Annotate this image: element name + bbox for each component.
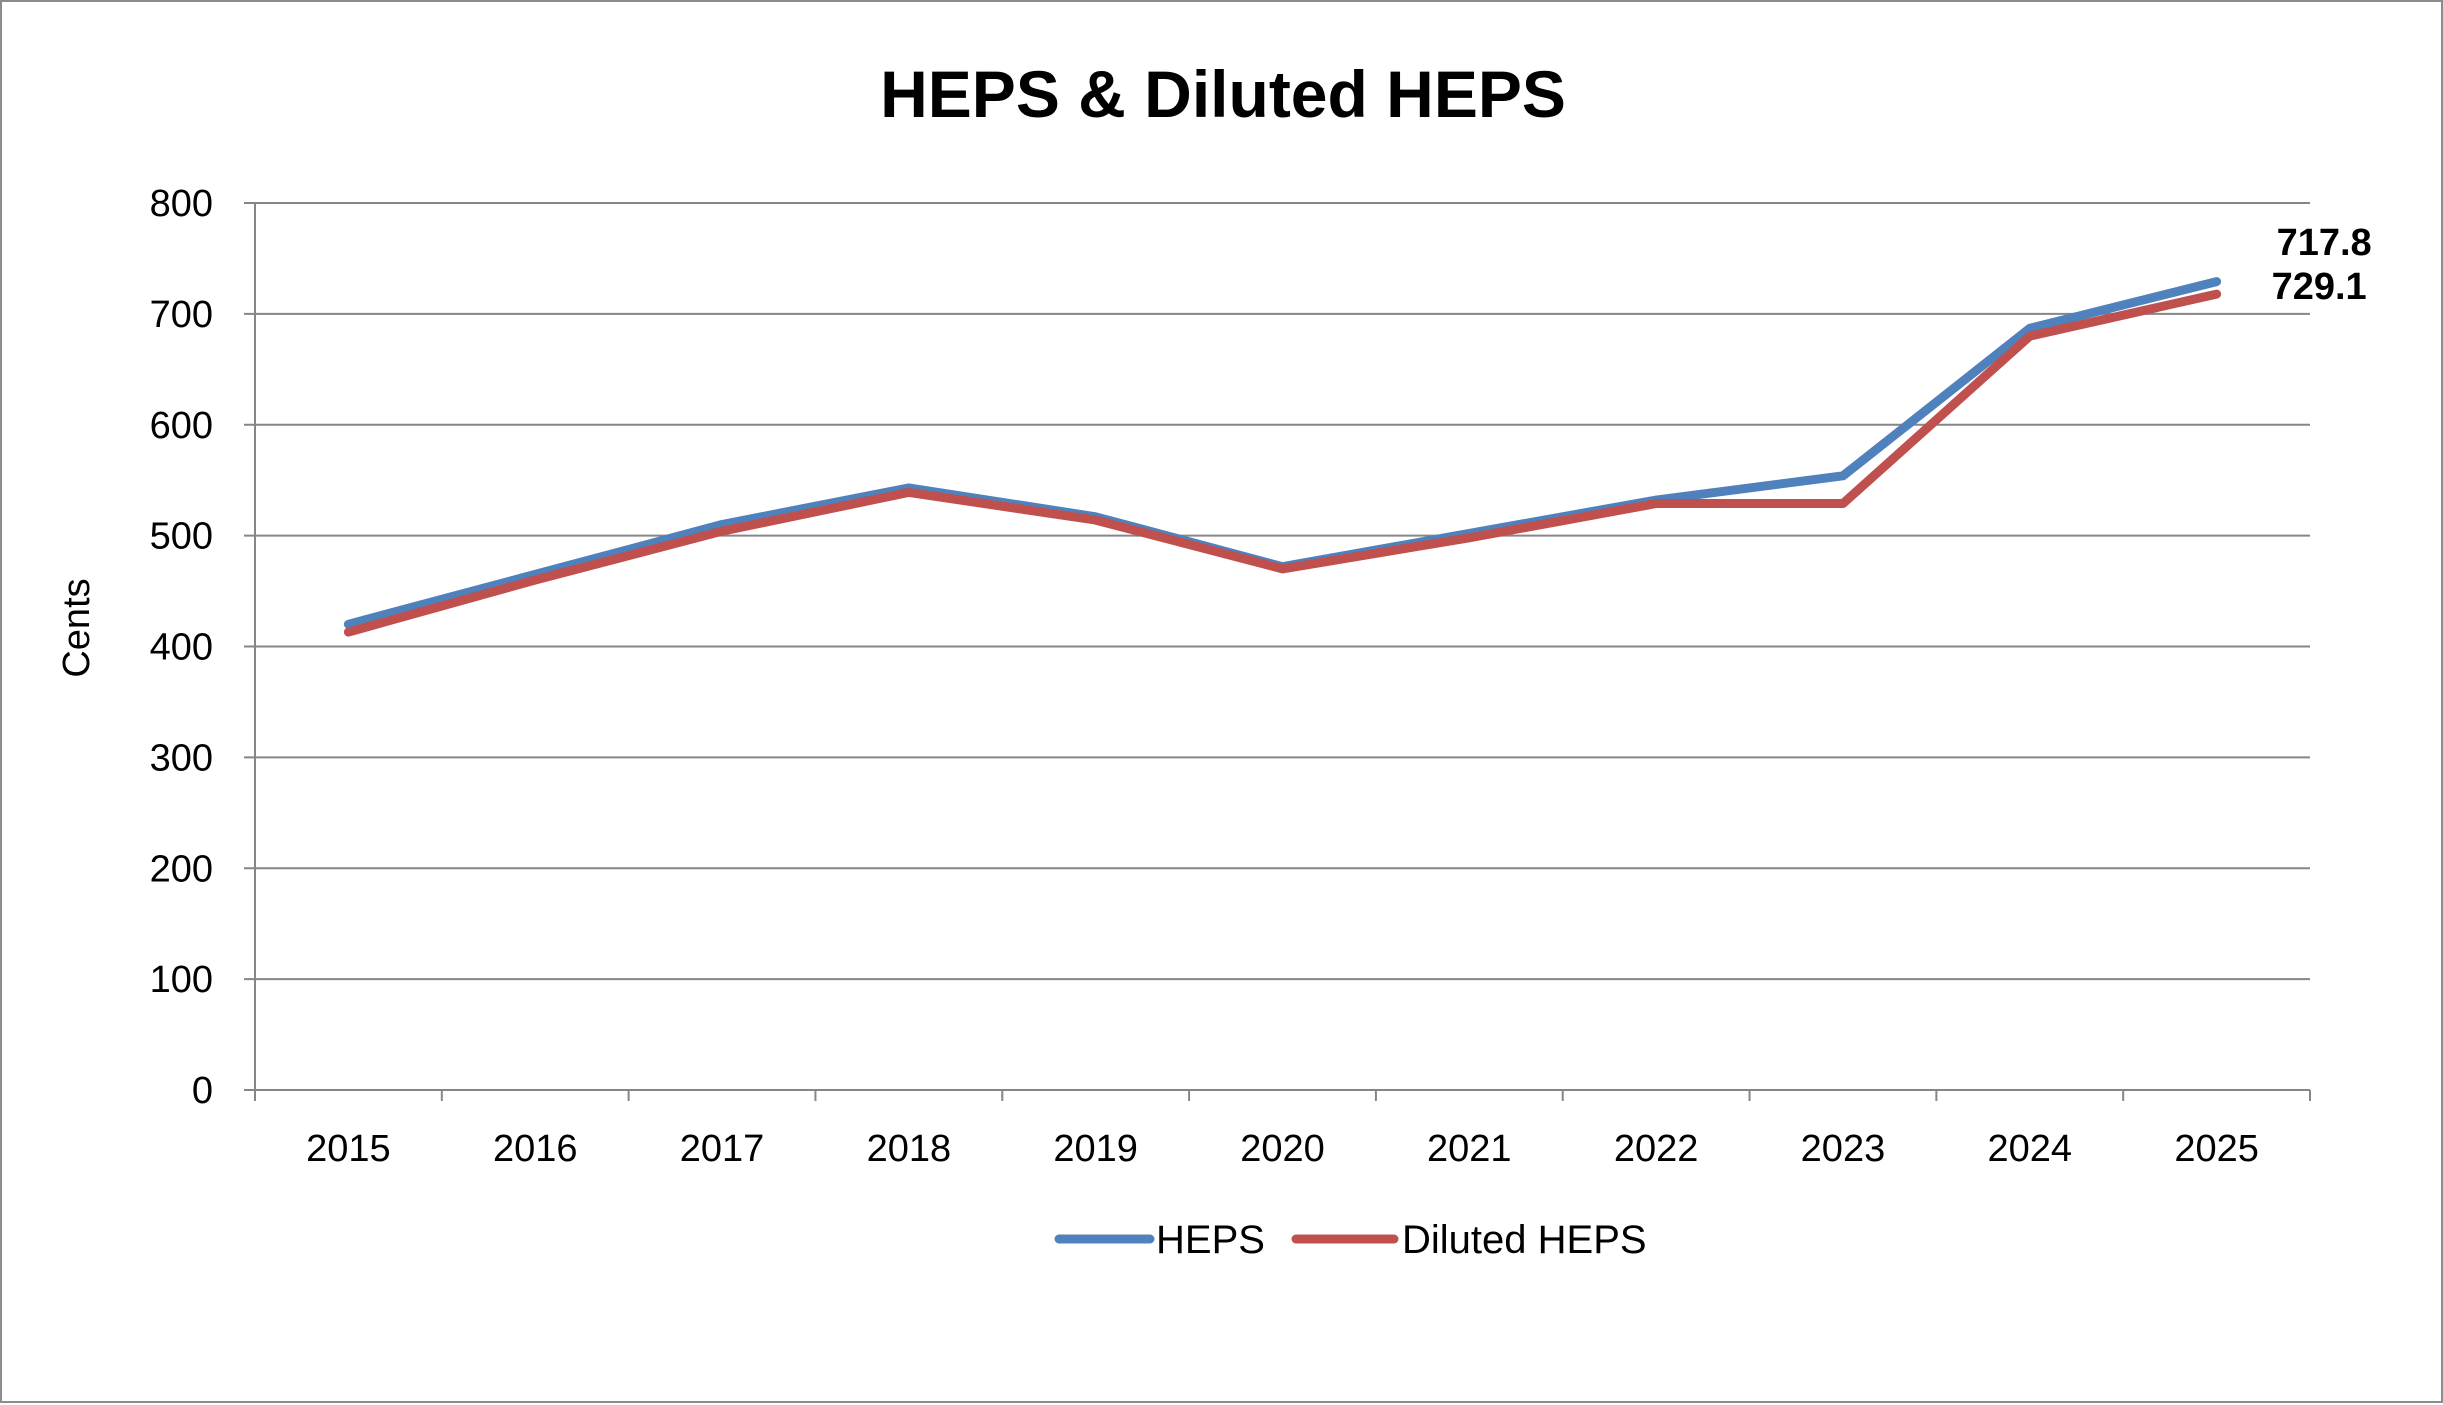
x-tick-label: 2018	[867, 1128, 952, 1170]
x-axis-tick-labels: 2015 2016 2017 2018 2019 2020 2021 2022 2023 2024…	[306, 1128, 2259, 1170]
x-tick-label: 2020	[1240, 1128, 1325, 1170]
y-tick-label: 600	[150, 405, 213, 447]
axes	[244, 202, 2311, 1101]
y-tick-label: 500	[150, 516, 213, 558]
y-tick-label: 800	[150, 183, 213, 225]
y-tick-label: 200	[150, 848, 213, 890]
x-tick-label: 2025	[2174, 1128, 2259, 1170]
y-tick-label: 100	[150, 959, 213, 1001]
series-line-diluted-heps	[343, 289, 2222, 637]
data-label-heps-2025: 729.1	[2272, 266, 2367, 308]
y-tick-label: 0	[192, 1070, 213, 1112]
chart-title: HEPS & Diluted HEPS	[880, 57, 1566, 131]
x-tick-label: 2016	[493, 1128, 578, 1170]
x-tick-label: 2023	[1801, 1128, 1886, 1170]
legend-item-diluted-heps: Diluted HEPS	[1291, 1218, 1647, 1262]
data-label-diluted-heps-2025: 717.8	[2277, 222, 2372, 264]
y-axis-tick-labels: 0 100 200 300 400 500 600 700 800	[150, 183, 213, 1112]
x-tick-label: 2015	[306, 1128, 391, 1170]
legend-item-heps: HEPS	[1054, 1218, 1265, 1262]
x-tick-label: 2017	[680, 1128, 765, 1170]
y-tick-label: 400	[150, 627, 213, 669]
y-tick-label: 300	[150, 737, 213, 779]
legend-label-heps: HEPS	[1156, 1218, 1265, 1262]
legend-label-diluted-heps: Diluted HEPS	[1402, 1218, 1647, 1262]
legend: HEPS Diluted HEPS	[1054, 1218, 1647, 1262]
x-tick-label: 2022	[1614, 1128, 1699, 1170]
x-tick-label: 2021	[1427, 1128, 1512, 1170]
y-axis-title: Cents	[56, 578, 98, 677]
y-tick-label: 700	[150, 294, 213, 336]
gridlines	[255, 202, 2310, 981]
series-lines	[343, 277, 2222, 637]
x-tick-label: 2019	[1053, 1128, 1138, 1170]
x-tick-label: 2024	[1987, 1128, 2072, 1170]
